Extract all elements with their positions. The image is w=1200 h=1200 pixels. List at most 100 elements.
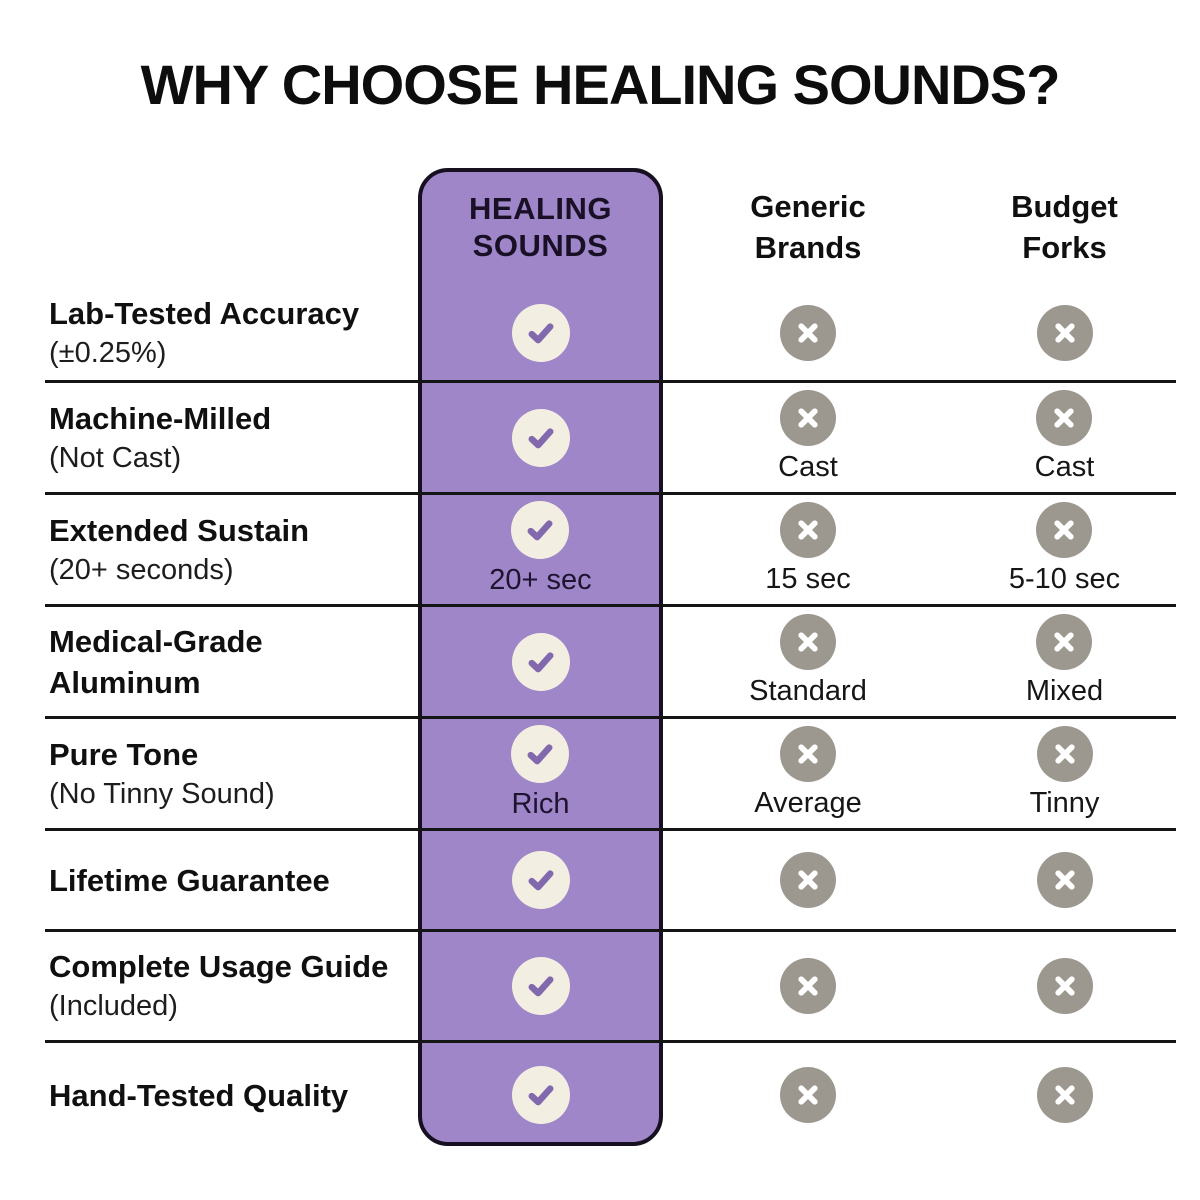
check-icon: [511, 1066, 570, 1124]
budget-value-cell: Tinny: [953, 719, 1176, 828]
budget-value-cell: [953, 285, 1176, 380]
budget-value-cell: Mixed: [953, 607, 1176, 716]
value-icon-stack: [780, 852, 836, 908]
generic-value-cell: Cast: [663, 383, 953, 492]
x-icon: [780, 726, 836, 782]
generic-value-cell: [663, 831, 953, 929]
value-icon-stack: [780, 304, 836, 361]
check-icon: [511, 851, 570, 909]
table-row: Extended Sustain (20+ seconds) 20+ sec 1…: [45, 495, 1176, 607]
feature-label: Complete Usage Guide: [49, 949, 389, 984]
feature-label: Lab-Tested Accuracy: [49, 295, 360, 331]
x-icon: [779, 502, 836, 558]
feature-label: Machine-Milled: [49, 400, 272, 436]
feature-label: Medical-Grade Aluminum: [49, 623, 263, 700]
x-icon: [1036, 614, 1093, 670]
feature-sub-label: (Included): [49, 990, 178, 1022]
value-icon-stack: 20+ sec: [489, 501, 592, 598]
x-icon: [1036, 726, 1093, 782]
feature-sub-label: (±0.25%): [49, 336, 167, 369]
value-icon-stack: [511, 303, 570, 362]
x-icon: [1036, 304, 1093, 361]
value-icon-stack: Cast: [1034, 390, 1095, 485]
value-label: Rich: [511, 788, 570, 820]
feature-sub-label: (No Tinny Sound): [49, 777, 275, 810]
brand-column-header: HEALING SOUNDS: [469, 190, 612, 263]
brand-value-cell: 20+ sec: [418, 495, 663, 604]
value-label: Average: [754, 787, 862, 819]
page-title: WHY CHOOSE HEALING SOUNDS?: [140, 53, 1061, 116]
value-icon-stack: [1036, 852, 1093, 908]
feature-cell: Pure Tone (No Tinny Sound): [45, 719, 418, 828]
value-icon-stack: [780, 1067, 836, 1123]
x-icon: [779, 614, 836, 670]
budget-column-header: Budget Forks: [1011, 188, 1118, 265]
brand-value-cell: [418, 1043, 663, 1147]
check-icon: [511, 632, 570, 691]
feature-cell: Lab-Tested Accuracy (±0.25%): [45, 285, 418, 380]
generic-value-cell: Average: [663, 719, 953, 828]
value-icon-stack: Cast: [778, 390, 838, 485]
feature-label: Hand-Tested Quality: [49, 1077, 349, 1113]
value-icon-stack: Mixed: [1026, 614, 1103, 709]
check-icon: [511, 725, 570, 783]
brand-value-cell: [418, 831, 663, 929]
x-icon: [1036, 958, 1093, 1014]
generic-value-cell: [663, 932, 953, 1040]
value-icon-stack: [511, 957, 570, 1015]
generic-value-cell: Standard: [663, 607, 953, 716]
value-label: Mixed: [1025, 675, 1104, 707]
budget-value-cell: 5-10 sec: [953, 495, 1176, 604]
table-row: Complete Usage Guide (Included): [45, 932, 1176, 1043]
table-row: Lifetime Guarantee: [45, 831, 1176, 932]
table-row: Hand-Tested Quality: [45, 1043, 1176, 1147]
table-header-row: HEALING SOUNDS Generic Brands Budget Forks: [45, 168, 1176, 285]
x-icon: [780, 1067, 836, 1123]
budget-value-cell: [953, 1043, 1176, 1147]
x-icon: [780, 958, 836, 1014]
value-icon-stack: Standard: [749, 614, 867, 709]
table-row: Medical-Grade Aluminum Standard Mixed: [45, 607, 1176, 719]
feature-label: Extended Sustain: [49, 512, 310, 548]
value-label: 20+ sec: [489, 564, 592, 596]
value-icon-stack: [1036, 304, 1093, 361]
check-icon: [511, 303, 570, 362]
brand-value-cell: [418, 607, 663, 716]
generic-value-cell: [663, 1043, 953, 1147]
generic-column-header: Generic Brands: [750, 188, 866, 265]
brand-value-cell: [418, 383, 663, 492]
budget-value-cell: [953, 831, 1176, 929]
feature-cell: Medical-Grade Aluminum: [45, 607, 418, 716]
value-icon-stack: [780, 958, 836, 1014]
x-icon: [779, 390, 836, 446]
value-icon-stack: [511, 408, 570, 467]
feature-cell: Extended Sustain (20+ seconds): [45, 495, 418, 604]
table-row: Pure Tone (No Tinny Sound) Rich Average …: [45, 719, 1176, 831]
feature-sub-label: (Not Cast): [49, 441, 182, 474]
value-icon-stack: Tinny: [1029, 726, 1100, 821]
check-icon: [511, 408, 570, 467]
x-icon: [1036, 390, 1093, 446]
feature-header-cell: [45, 168, 418, 285]
budget-column-header-cell: Budget Forks: [953, 168, 1176, 285]
x-icon: [1036, 1067, 1093, 1123]
brand-value-cell: [418, 932, 663, 1040]
value-label: Tinny: [1029, 787, 1100, 819]
table-row: Machine-Milled (Not Cast) Cast Cast: [45, 383, 1176, 495]
value-icon-stack: 5-10 sec: [1009, 502, 1120, 597]
value-label: Cast: [1034, 451, 1095, 483]
value-icon-stack: Rich: [511, 725, 570, 822]
feature-cell: Hand-Tested Quality: [45, 1043, 418, 1147]
value-label: 5-10 sec: [1008, 563, 1121, 595]
budget-value-cell: [953, 932, 1176, 1040]
feature-cell: Complete Usage Guide (Included): [45, 932, 418, 1040]
check-icon: [511, 501, 570, 559]
generic-column-header-cell: Generic Brands: [663, 168, 953, 285]
value-icon-stack: [511, 851, 570, 909]
table-row: Lab-Tested Accuracy (±0.25%): [45, 285, 1176, 383]
value-label: Cast: [778, 451, 838, 483]
check-icon: [511, 957, 570, 1015]
value-icon-stack: [511, 632, 570, 691]
brand-value-cell: [418, 285, 663, 380]
value-icon-stack: 15 sec: [765, 502, 851, 597]
